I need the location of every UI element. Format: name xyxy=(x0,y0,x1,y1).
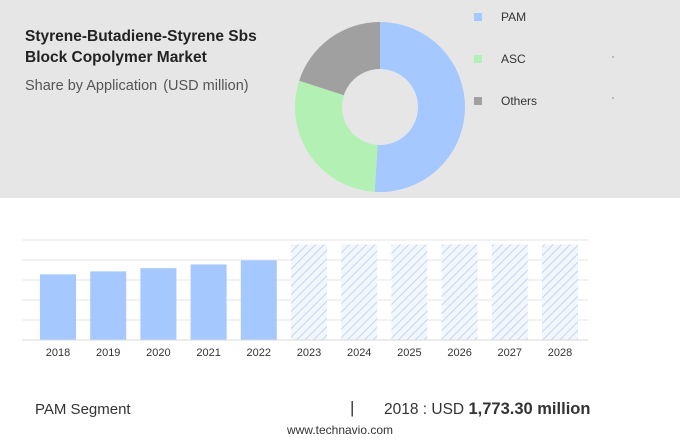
bar-2019 xyxy=(90,271,127,340)
x-tick-label: 2018 xyxy=(46,347,70,359)
x-tick-label: 2026 xyxy=(447,347,471,359)
subtitle-text: Share by Application xyxy=(25,78,158,94)
x-tick-label: 2022 xyxy=(247,347,271,359)
legend-swatch xyxy=(474,13,482,21)
bar-chart: 2018 2019 2020 2021 2022 2023 2024 2025 2026 2027… xyxy=(22,239,588,359)
bar-2026 xyxy=(441,244,478,340)
bar-2024 xyxy=(341,244,378,340)
bar-2018 xyxy=(40,274,76,340)
legend-swatch xyxy=(474,97,482,105)
decorative-dot xyxy=(612,97,614,99)
x-tick-label: 2019 xyxy=(96,347,120,359)
x-tick-label: 2025 xyxy=(397,347,421,359)
subtitle-unit: (USD million) xyxy=(163,78,249,94)
x-tick-label: 2028 xyxy=(548,347,572,359)
segment-label: PAM Segment xyxy=(35,401,131,418)
bar-2021 xyxy=(190,264,227,340)
website-link[interactable]: www.technavio.com xyxy=(286,423,394,437)
donut-slice-others xyxy=(299,22,380,96)
legend-label: PAM xyxy=(501,10,527,24)
segment-year: 2018 : USD xyxy=(384,401,465,418)
legend-label: ASC xyxy=(501,52,526,66)
footer-separator: | xyxy=(350,398,355,417)
segment-value: 2018 : USD 1,773.30 million xyxy=(384,400,590,419)
segment-amount: 1,773.30 million xyxy=(468,400,591,418)
x-tick-label: 2020 xyxy=(146,347,170,359)
bar-2027 xyxy=(491,244,528,340)
chart-title: Styrene-Butadiene-Styrene Sbs Block Copo… xyxy=(25,28,257,66)
chart-subtitle: Share by Application (USD million) xyxy=(25,78,249,94)
bar-2020 xyxy=(140,268,177,340)
x-tick-label: 2023 xyxy=(297,347,321,359)
bar-2028 xyxy=(542,244,578,340)
donut-chart xyxy=(295,22,466,193)
decorative-dot xyxy=(612,56,614,58)
bar-2025 xyxy=(391,244,428,340)
donut-slice-asc xyxy=(295,80,378,192)
donut-slice-pam xyxy=(374,22,466,193)
x-tick-label: 2027 xyxy=(498,347,522,359)
bar-2023 xyxy=(291,244,327,340)
x-tick-label: 2024 xyxy=(347,347,371,359)
legend-label: Others xyxy=(501,94,538,108)
legend-swatch xyxy=(474,55,482,63)
bar-2022 xyxy=(240,260,277,340)
x-tick-label: 2021 xyxy=(196,347,220,359)
